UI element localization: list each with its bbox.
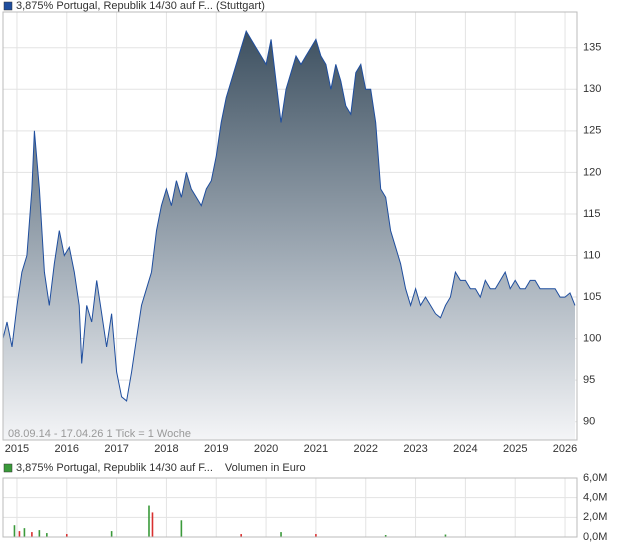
x-tick-label: 2023 xyxy=(403,443,427,455)
volume-bar xyxy=(444,534,447,537)
y-tick-label: 110 xyxy=(583,249,601,261)
volume-bar xyxy=(65,534,68,537)
y-tick-label: 130 xyxy=(583,83,601,95)
legend-label: 3,875% Portugal, Republik 14/30 auf F...… xyxy=(16,0,265,12)
x-tick-label: 2019 xyxy=(204,443,228,455)
volume-bar xyxy=(151,512,154,537)
area-fill xyxy=(3,31,576,440)
x-tick-label: 2026 xyxy=(553,443,577,455)
legend-swatch xyxy=(3,463,13,473)
y-tick-label: 135 xyxy=(583,42,601,54)
x-tick-label: 2017 xyxy=(104,443,128,455)
x-tick-label: 2021 xyxy=(304,443,328,455)
volume-bar xyxy=(46,533,48,537)
y-tick-label: 90 xyxy=(583,416,595,428)
plot-frame xyxy=(2,477,578,538)
volume-bar xyxy=(280,532,282,537)
y-tick-label: 6,0M xyxy=(583,472,607,484)
x-tick-label: 2015 xyxy=(5,443,29,455)
y-tick-label: 100 xyxy=(583,333,601,345)
y-tick-label: 95 xyxy=(583,374,595,386)
price-line xyxy=(2,29,576,402)
volume-bar xyxy=(23,528,26,537)
y-tick-label: 105 xyxy=(583,291,601,303)
x-tick-label: 2022 xyxy=(353,443,377,455)
y-tick-label: 2,0M xyxy=(583,511,607,523)
axis-label: Volumen in Euro xyxy=(225,462,306,474)
volume-bar xyxy=(240,534,242,537)
volume-bar xyxy=(38,530,41,537)
volume-bar xyxy=(110,531,113,537)
volume-bar xyxy=(31,532,33,537)
annotation: 08.09.14 - 17.04.26 1 Tick = 1 Woche xyxy=(8,428,191,440)
legend-label: 3,875% Portugal, Republik 14/30 auf F... xyxy=(16,462,213,474)
x-tick-label: 2024 xyxy=(453,443,477,455)
x-tick-label: 2016 xyxy=(55,443,79,455)
plot-frame xyxy=(2,11,578,441)
x-tick-label: 2018 xyxy=(154,443,178,455)
y-tick-label: 115 xyxy=(583,208,601,220)
y-tick-label: 0,0M xyxy=(583,531,607,543)
volume-bar xyxy=(315,534,317,537)
volume-bar xyxy=(180,520,183,537)
volume-bar xyxy=(384,535,387,537)
y-tick-label: 125 xyxy=(583,125,601,137)
y-tick-label: 4,0M xyxy=(583,492,607,504)
volume-bar xyxy=(18,531,21,537)
x-tick-label: 2020 xyxy=(254,443,278,455)
volume-bar xyxy=(13,525,16,537)
x-tick-label: 2025 xyxy=(503,443,527,455)
legend-swatch xyxy=(3,1,13,11)
y-tick-label: 120 xyxy=(583,166,601,178)
volume-bar xyxy=(148,505,150,537)
